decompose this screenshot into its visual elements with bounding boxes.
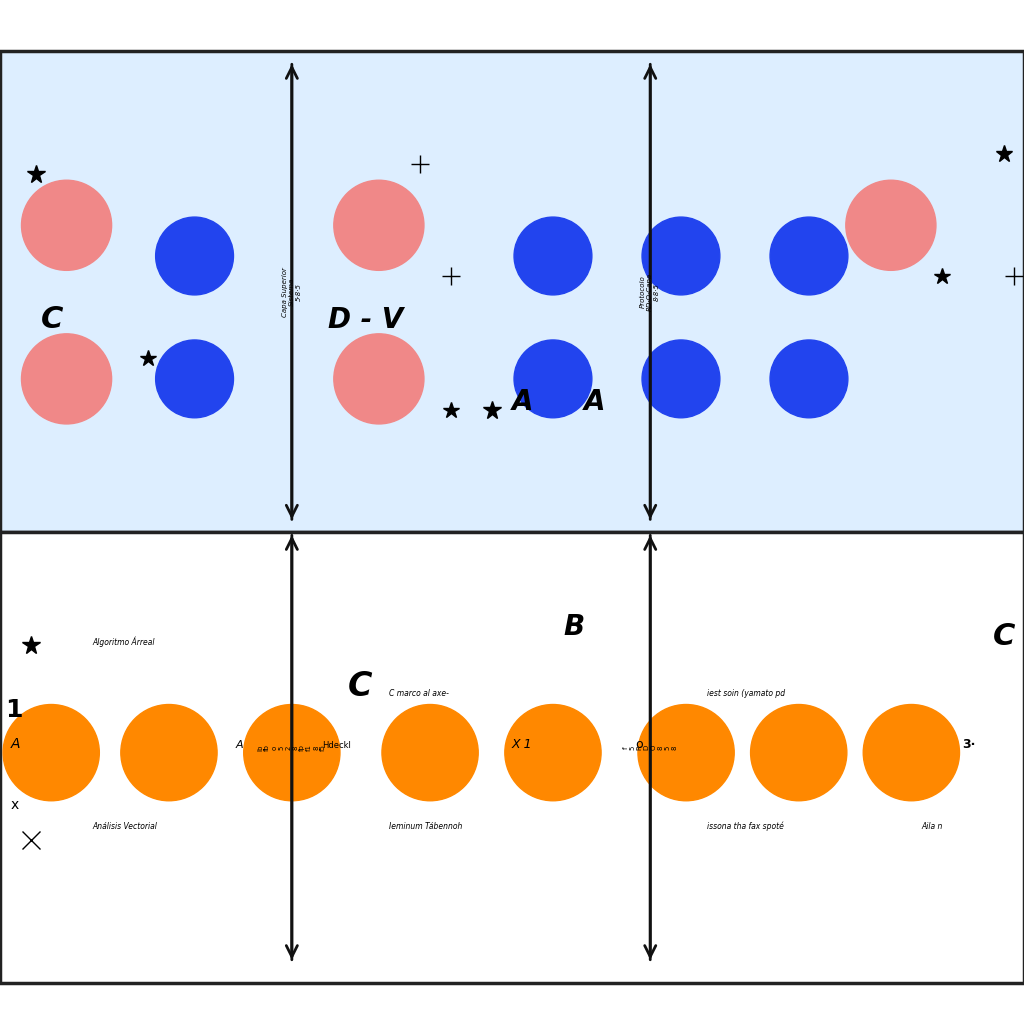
Circle shape [156,340,233,418]
Circle shape [505,705,601,801]
Text: X 1: X 1 [512,737,532,751]
Text: A: A [10,736,19,751]
Text: f
5
R
D
O
8
5
8: f 5 R D O 8 5 8 [623,744,678,751]
Text: B: B [563,613,585,641]
Text: Protocolo
RD·O·Capa
8·8·5: Protocolo RD·O·Capa 8·8·5 [640,272,660,311]
Text: o: o [635,737,642,751]
Bar [0,532,1024,983]
Text: C marco al axe-: C marco al axe- [389,689,449,698]
Text: Aila n: Aila n [922,822,943,831]
Text: C: C [348,671,373,703]
Text: D - V: D - V [328,306,402,334]
Circle shape [642,340,720,418]
Text: A: A [236,739,243,750]
Circle shape [22,334,112,424]
Circle shape [770,340,848,418]
Text: iest soin (yamato pd: iest soin (yamato pd [707,689,784,698]
Text: Capa Superior
Sistema
5·8·5: Capa Superior Sistema 5·8·5 [282,267,302,316]
Text: 3·: 3· [963,737,976,751]
Text: issona tha fax spoté: issona tha fax spoté [707,822,783,831]
Text: 1: 1 [5,697,23,722]
Circle shape [863,705,959,801]
Text: A: A [512,388,534,416]
Circle shape [156,217,233,295]
Text: Hdeckl: Hdeckl [323,740,351,750]
Circle shape [3,705,99,801]
Circle shape [334,334,424,424]
Text: Análisis Vectorial: Análisis Vectorial [92,822,157,831]
Circle shape [770,217,848,295]
Circle shape [846,180,936,270]
Circle shape [751,705,847,801]
Circle shape [638,705,734,801]
Text: Algoritmo Árreal: Algoritmo Árreal [92,637,155,647]
Circle shape [642,217,720,295]
Text: A: A [584,388,605,416]
Circle shape [514,217,592,295]
Text: C: C [993,623,1016,651]
Bar [0,51,1024,532]
Text: lb
fb
o
5
2
8
fp
f1
8
f5: lb fb o 5 2 8 fp f1 8 f5 [257,744,327,751]
Circle shape [244,705,340,801]
Text: Ieminum Tábennoh: Ieminum Tábennoh [389,822,463,831]
Circle shape [22,180,112,270]
Circle shape [382,705,478,801]
Circle shape [121,705,217,801]
Circle shape [334,180,424,270]
Circle shape [514,340,592,418]
Text: C: C [41,305,63,334]
Text: x: x [10,798,18,812]
